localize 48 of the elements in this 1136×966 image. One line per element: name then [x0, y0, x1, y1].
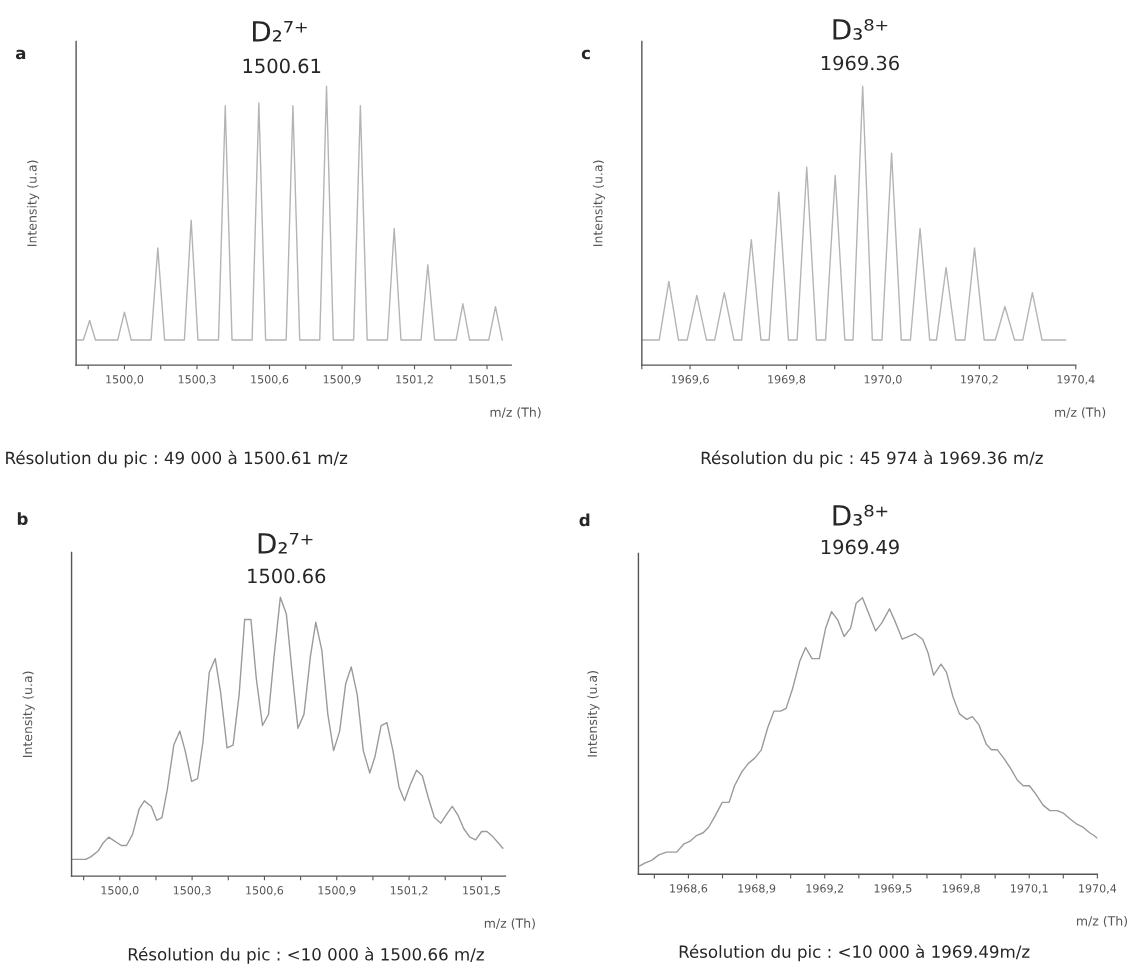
- x-tick-label: 1970,0: [864, 375, 902, 385]
- x-tick-label: 1500,0: [106, 375, 144, 385]
- x-tick-label: 1501,2: [390, 886, 428, 896]
- x-tick-label: 1970,4: [1057, 375, 1095, 385]
- y-axis-title: Intensity (u.a): [587, 671, 600, 757]
- x-tick-label: 1969,8: [942, 884, 980, 894]
- chart-subtitle: 1969.49: [821, 539, 899, 555]
- x-tick-label: 1500,9: [323, 375, 361, 385]
- x-tick-label: 1970,2: [961, 375, 998, 385]
- text: b: [17, 512, 28, 526]
- text: Résolution du pic : 49 000 à 1500.61 m/z: [6, 450, 348, 468]
- y-axis-title: Intensity (u.a): [592, 160, 605, 246]
- x-tick-label: 1970,4: [1079, 884, 1117, 894]
- x-tick-label: 1970,1: [1011, 884, 1048, 894]
- y-axis-title: Intensity (u.a): [22, 671, 35, 757]
- text: a: [15, 49, 26, 60]
- x-tick-label: 1501,2: [396, 375, 433, 385]
- x-tick-label: 1500,3: [178, 375, 216, 385]
- x-tick-label: 1500,9: [318, 886, 356, 896]
- x-axis-title: m/z (Th): [490, 407, 541, 419]
- x-axis-title: m/z (Th): [484, 918, 535, 930]
- x-tick-label: 1500,3: [173, 886, 211, 896]
- x-tick-label: 1500,6: [246, 886, 284, 896]
- chart-subtitle: 1500.61: [243, 58, 321, 74]
- x-tick-label: 1968,9: [738, 884, 776, 894]
- text: Résolution du pic : 45 974 à 1969.36 m/z: [701, 450, 1043, 468]
- chart-title: D₃⁸⁺: [833, 18, 888, 40]
- x-tick-label: 1969,8: [768, 375, 806, 385]
- x-tick-label: 1969,2: [806, 884, 844, 894]
- chart-title: D₂⁷⁺: [253, 21, 307, 42]
- text: d: [579, 513, 590, 527]
- chart-title: D₂⁷⁺: [258, 533, 313, 554]
- x-tick-label: 1969,5: [874, 884, 912, 894]
- chart-subtitle: 1969.36: [821, 55, 899, 71]
- text: Résolution du pic : <10 000 à 1969.49m/z: [679, 944, 1030, 962]
- x-tick-label: 1501,5: [463, 886, 500, 896]
- x-tick-label: 1500,0: [101, 886, 139, 896]
- chart-subtitle: 1500.66: [248, 568, 326, 584]
- text: c: [581, 49, 590, 60]
- x-tick-label: 1500,6: [251, 375, 289, 385]
- x-axis-title: m/z (Th): [1055, 407, 1106, 419]
- text: Résolution du pic : <10 000 à 1500.66 m/z: [128, 947, 484, 964]
- x-tick-label: 1501,5: [468, 375, 506, 385]
- x-tick-label: 1969,6: [671, 375, 709, 385]
- y-axis-title: Intensity (u.a): [27, 160, 40, 246]
- x-tick-label: 1968,6: [670, 884, 708, 894]
- x-axis-title: m/z (Th): [1076, 915, 1128, 928]
- chart-title: D₃⁸⁺: [833, 504, 888, 526]
